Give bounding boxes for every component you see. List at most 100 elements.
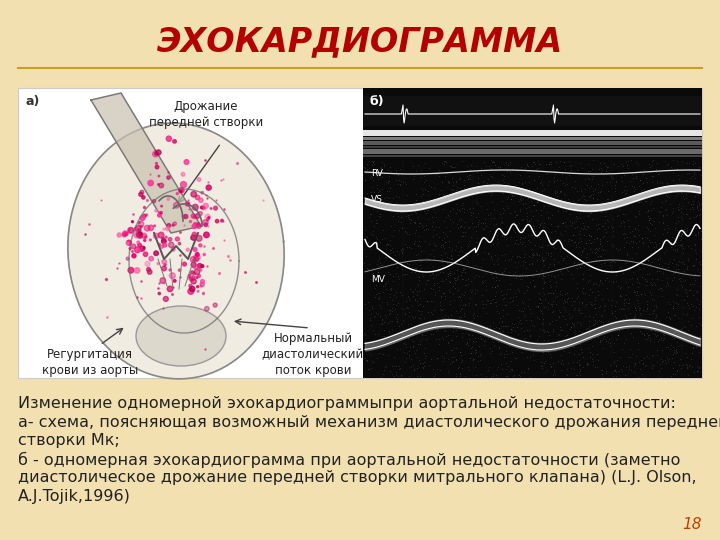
Point bbox=[623, 299, 634, 307]
Point bbox=[675, 280, 687, 289]
Point bbox=[396, 248, 408, 256]
Point bbox=[544, 343, 556, 352]
Circle shape bbox=[136, 232, 142, 237]
Point bbox=[379, 363, 391, 372]
Point bbox=[666, 163, 678, 171]
Point bbox=[474, 355, 485, 364]
Point bbox=[572, 238, 584, 247]
Circle shape bbox=[200, 282, 204, 287]
Point bbox=[444, 237, 455, 245]
Point bbox=[446, 245, 458, 253]
Point bbox=[547, 325, 559, 334]
Point bbox=[622, 282, 634, 291]
Point bbox=[428, 306, 440, 314]
Point bbox=[450, 332, 462, 340]
Point bbox=[364, 274, 375, 283]
Point bbox=[464, 331, 475, 340]
Point bbox=[652, 267, 663, 275]
Point bbox=[652, 179, 663, 187]
Point bbox=[474, 263, 486, 272]
Point bbox=[554, 313, 565, 321]
Circle shape bbox=[173, 140, 176, 143]
Circle shape bbox=[193, 247, 197, 252]
Point bbox=[408, 343, 419, 352]
Point bbox=[492, 338, 504, 347]
Point bbox=[685, 320, 696, 329]
Circle shape bbox=[210, 208, 212, 209]
Point bbox=[642, 270, 653, 279]
Point bbox=[456, 214, 467, 223]
Point bbox=[384, 290, 396, 299]
Circle shape bbox=[179, 187, 184, 193]
Point bbox=[533, 332, 544, 341]
Point bbox=[359, 176, 371, 184]
Point bbox=[478, 177, 490, 186]
Point bbox=[462, 275, 474, 284]
Circle shape bbox=[155, 152, 158, 155]
Point bbox=[379, 203, 391, 212]
Point bbox=[609, 186, 621, 195]
Circle shape bbox=[156, 165, 159, 169]
Point bbox=[472, 352, 484, 360]
Point bbox=[531, 249, 543, 258]
Point bbox=[596, 245, 608, 253]
Point bbox=[448, 315, 459, 324]
Point bbox=[598, 344, 609, 353]
Point bbox=[543, 237, 554, 245]
Point bbox=[417, 272, 428, 280]
Point bbox=[584, 322, 595, 330]
Point bbox=[589, 318, 600, 327]
Point bbox=[575, 309, 586, 318]
Point bbox=[593, 280, 604, 289]
Point bbox=[685, 360, 696, 369]
Point bbox=[595, 203, 607, 212]
Point bbox=[608, 359, 620, 367]
Point bbox=[603, 217, 614, 226]
Point bbox=[447, 181, 459, 190]
Point bbox=[481, 325, 492, 333]
Point bbox=[593, 265, 605, 274]
Point bbox=[564, 210, 576, 219]
Point bbox=[360, 251, 372, 260]
Point bbox=[655, 202, 667, 211]
Point bbox=[421, 297, 433, 306]
Point bbox=[405, 215, 416, 224]
Point bbox=[669, 246, 680, 254]
Point bbox=[656, 286, 667, 295]
Point bbox=[674, 274, 685, 282]
Point bbox=[455, 312, 467, 321]
Point bbox=[442, 272, 454, 280]
Point bbox=[558, 158, 570, 167]
Point bbox=[604, 318, 616, 326]
Point bbox=[462, 330, 474, 339]
Point bbox=[656, 292, 667, 301]
Point bbox=[463, 171, 474, 179]
Point bbox=[588, 321, 599, 329]
Point bbox=[667, 350, 678, 359]
Point bbox=[500, 263, 511, 272]
Point bbox=[414, 372, 426, 381]
Point bbox=[630, 173, 642, 182]
Point bbox=[652, 159, 663, 167]
Point bbox=[590, 310, 601, 319]
Point bbox=[478, 248, 490, 256]
Point bbox=[632, 345, 644, 353]
Point bbox=[468, 273, 480, 281]
Point bbox=[489, 282, 500, 291]
Point bbox=[570, 177, 581, 186]
Point bbox=[428, 239, 440, 247]
Point bbox=[496, 251, 508, 260]
Circle shape bbox=[184, 214, 188, 219]
Point bbox=[629, 359, 641, 367]
Point bbox=[515, 170, 526, 179]
Point bbox=[477, 296, 488, 305]
Point bbox=[517, 200, 528, 208]
Point bbox=[544, 280, 556, 289]
Point bbox=[423, 308, 434, 316]
Point bbox=[392, 315, 403, 323]
Point bbox=[582, 200, 594, 209]
Point bbox=[650, 303, 662, 312]
Point bbox=[602, 316, 613, 325]
Circle shape bbox=[195, 214, 200, 218]
Point bbox=[623, 157, 634, 165]
